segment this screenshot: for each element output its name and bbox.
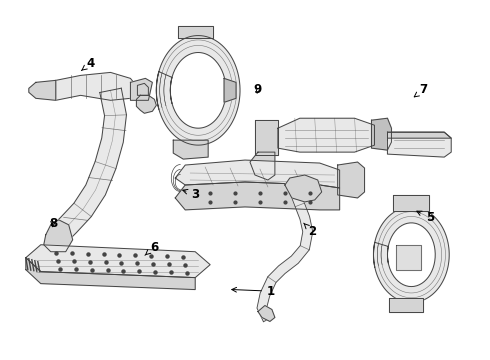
Polygon shape	[130, 78, 152, 100]
Polygon shape	[26, 245, 210, 278]
Polygon shape	[285, 175, 322, 202]
Text: 6: 6	[145, 241, 158, 255]
Polygon shape	[44, 220, 73, 252]
Polygon shape	[388, 132, 451, 138]
Polygon shape	[396, 245, 421, 270]
Polygon shape	[51, 88, 126, 243]
Polygon shape	[371, 118, 392, 150]
Text: 4: 4	[81, 57, 95, 71]
Text: 1: 1	[232, 285, 275, 298]
Polygon shape	[175, 182, 340, 210]
Polygon shape	[388, 132, 451, 157]
Text: 2: 2	[304, 223, 317, 238]
Polygon shape	[224, 78, 236, 102]
Polygon shape	[278, 118, 374, 152]
Polygon shape	[173, 140, 208, 159]
Polygon shape	[175, 160, 340, 188]
Polygon shape	[393, 195, 429, 211]
Polygon shape	[178, 26, 213, 37]
Text: 8: 8	[49, 217, 57, 230]
Polygon shape	[258, 306, 275, 321]
Polygon shape	[373, 207, 449, 302]
Polygon shape	[56, 72, 138, 100]
Polygon shape	[338, 162, 365, 198]
Polygon shape	[250, 152, 275, 180]
Text: 5: 5	[417, 211, 434, 224]
Polygon shape	[136, 95, 156, 113]
Polygon shape	[257, 190, 313, 322]
Polygon shape	[29, 80, 56, 100]
Polygon shape	[255, 120, 278, 155]
Polygon shape	[156, 36, 240, 145]
Text: 3: 3	[183, 188, 199, 201]
Polygon shape	[137, 84, 148, 95]
Polygon shape	[26, 258, 195, 289]
Polygon shape	[390, 298, 423, 312]
Text: 7: 7	[414, 83, 428, 97]
Text: 9: 9	[254, 83, 262, 96]
